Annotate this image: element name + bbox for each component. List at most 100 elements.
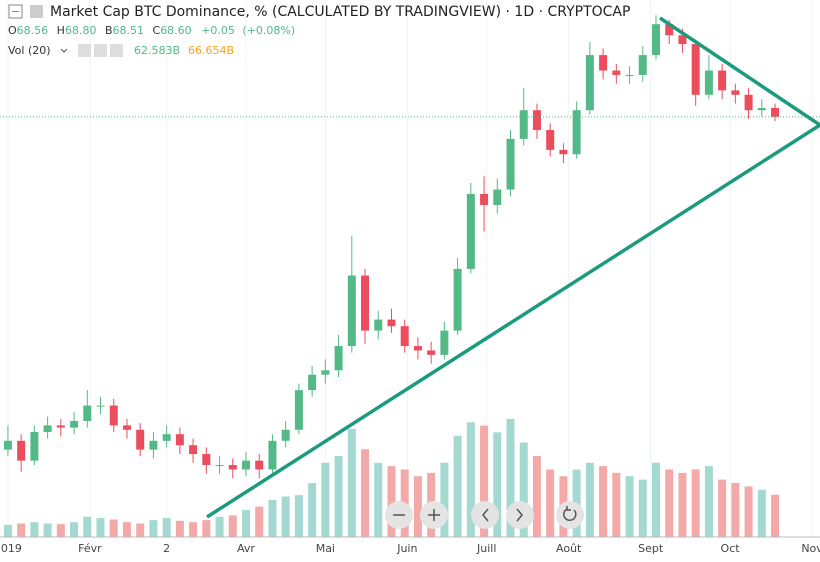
candle-body	[215, 465, 224, 467]
candle-body	[466, 193, 475, 269]
candle-body	[308, 374, 317, 391]
volume-bar	[162, 518, 171, 537]
x-tick-label: Juill	[476, 542, 496, 555]
candle-body	[612, 70, 621, 75]
icon	[516, 508, 523, 522]
volume-bar	[281, 496, 290, 537]
volume-bar	[532, 456, 541, 537]
volume-bar	[70, 522, 79, 537]
volume-bar	[413, 476, 422, 537]
scroll-right-button[interactable]	[506, 501, 534, 529]
volume-bar	[718, 479, 727, 537]
volume-bar	[387, 466, 396, 537]
volume-bar	[374, 462, 383, 537]
scroll-left-button[interactable]	[471, 501, 499, 529]
legend-key: O	[8, 24, 17, 37]
volume-bar	[149, 520, 158, 537]
volume-bar	[308, 483, 317, 537]
grid	[7, 0, 813, 537]
chart-title: Market Cap BTC Dominance, % (CALCULATED …	[50, 4, 630, 20]
volume-bar	[678, 472, 687, 537]
candle-body	[162, 434, 171, 441]
candle-body	[189, 445, 198, 455]
candle-body	[480, 193, 489, 205]
candle-body	[519, 110, 528, 139]
legend-value: 68.51	[113, 24, 145, 37]
volume-bar	[334, 456, 343, 537]
x-tick-label: 2	[163, 542, 170, 555]
volume-bar	[744, 486, 753, 537]
volume-bar	[3, 524, 12, 537]
candle-body	[202, 454, 211, 466]
x-tick-label: 2019	[0, 542, 22, 555]
volume-value: 62.583B	[134, 44, 180, 57]
price-pane	[0, 15, 820, 479]
volume-bar	[43, 523, 52, 537]
candle-body	[30, 432, 39, 461]
legend-value: 68.60	[160, 24, 192, 37]
hide-icon[interactable]	[30, 5, 43, 18]
candle-body	[572, 110, 581, 155]
candle-body	[493, 189, 502, 205]
legend: O68.56 H68.80 B68.51 C68.60 +0.05 (+0.08…	[8, 24, 295, 37]
volume-bar	[202, 520, 211, 537]
x-tick-label: Juin	[396, 542, 417, 555]
volume-bar	[294, 495, 303, 537]
volume-bar	[56, 524, 65, 537]
candle-body	[83, 405, 92, 421]
volume-bar	[175, 520, 184, 537]
volume-bar	[466, 422, 475, 537]
volume-bar	[731, 483, 740, 537]
volume-bar	[638, 479, 647, 537]
volume-bar	[480, 425, 489, 537]
settings-icon[interactable]	[78, 44, 91, 57]
candle-body	[321, 370, 330, 375]
candle-body	[718, 70, 727, 91]
candle-body	[453, 268, 462, 331]
volume-bar	[440, 462, 449, 537]
axis-background	[0, 537, 820, 562]
volume-bar	[599, 466, 608, 537]
volume-bar	[30, 522, 39, 537]
legend-value: 68.56	[17, 24, 49, 37]
candle-body	[599, 55, 608, 71]
candle-body	[228, 465, 237, 470]
volume-bar	[96, 518, 105, 537]
volume-bar	[652, 462, 660, 537]
volume-bar	[361, 449, 370, 537]
volume-bar	[665, 469, 674, 537]
x-tick-label: Mai	[316, 542, 335, 555]
candle-body	[440, 330, 449, 355]
volume-bar	[242, 510, 250, 537]
icon	[482, 508, 489, 522]
volume-bar	[546, 469, 555, 537]
candle-body	[70, 420, 79, 428]
candle-body	[374, 319, 383, 331]
candle-body	[400, 326, 409, 347]
volume-bar	[321, 462, 330, 537]
volume-bar	[347, 429, 356, 537]
volume-bar	[189, 522, 198, 537]
candle-body	[678, 35, 687, 45]
candle-body	[122, 425, 131, 430]
collapse-icon[interactable]	[8, 4, 23, 19]
candle-body	[652, 24, 660, 56]
trendline	[206, 123, 820, 519]
reset-button[interactable]	[556, 501, 584, 529]
volume-bar	[519, 442, 528, 537]
candle-body	[136, 429, 145, 450]
volume-bar	[228, 515, 237, 537]
format-icon[interactable]	[94, 44, 107, 57]
candle-body	[43, 425, 52, 432]
volume-bar	[612, 472, 621, 537]
candle-body	[691, 44, 700, 95]
x-tick-label: Oct	[721, 542, 741, 555]
candle-body	[731, 90, 740, 95]
candle-body	[757, 108, 766, 111]
remove-icon[interactable]	[110, 44, 123, 57]
time-axis: 2019 Févr 2 Avr Mai Juin Juill Août Sept Oct Nov	[0, 536, 820, 562]
trendlines	[206, 16, 820, 519]
legend-change-pct: (+0.08%)	[242, 24, 295, 37]
nav-buttons	[385, 501, 584, 529]
